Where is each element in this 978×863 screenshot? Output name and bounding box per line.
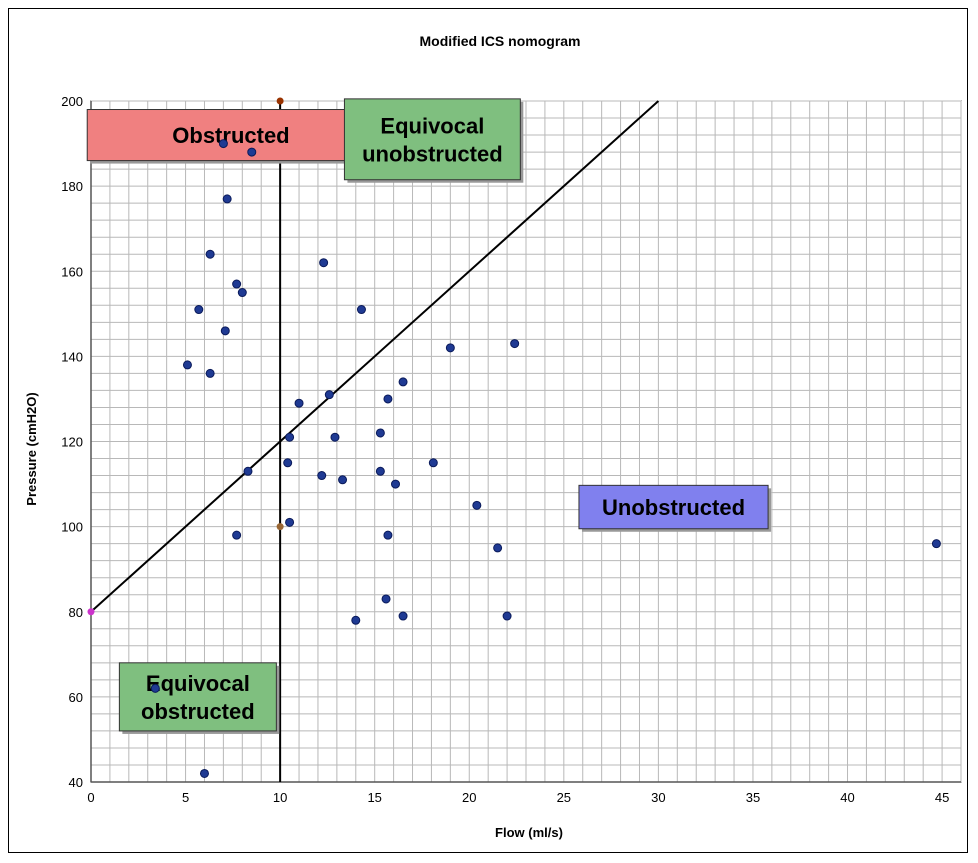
region-label-3: Unobstructed [578,484,772,532]
region-box [343,98,521,181]
region-box [118,662,277,732]
x-tick-label: 30 [651,790,665,805]
x-axis-ticks: 0 5 10 15 20 25 30 35 40 45 [87,790,949,805]
scatter-chart: Modified ICS nomogram Obstructed Equivoca… [24,33,962,840]
data-point [243,466,253,476]
data-point [383,530,393,540]
y-tick-label: 60 [69,690,83,705]
y-tick-label: 180 [61,179,83,194]
x-tick-label: 40 [840,790,854,805]
region-label-4: Equivocal obstructed [118,662,280,734]
data-point [381,594,391,604]
y-axis-ticks: 40 60 80 100 120 140 160 180 200 [61,94,83,790]
region-text: Equivocal [146,671,250,696]
data-points [87,97,941,778]
y-tick-label: 80 [69,605,83,620]
data-point [398,377,408,387]
x-tick-label: 35 [746,790,760,805]
reference-point [276,97,284,105]
data-point [247,147,257,157]
data-point [391,479,400,489]
data-point [445,343,455,353]
x-tick-label: 20 [462,790,476,805]
data-point [502,611,512,621]
x-tick-label: 10 [273,790,287,805]
y-tick-label: 200 [61,94,83,109]
x-tick-label: 5 [182,790,189,805]
data-point [205,249,215,259]
x-tick-label: 45 [935,790,949,805]
data-point [375,428,385,438]
data-point [472,500,482,510]
y-tick-label: 120 [61,435,83,450]
y-tick-label: 160 [61,264,83,279]
region-labels: Obstructed Equivocal unobstructed Unobstruc… [86,98,772,734]
data-point [150,683,160,693]
data-point [398,611,408,621]
data-point [283,458,293,468]
boundary-lines [90,100,660,782]
region-box [86,109,376,162]
data-point [285,432,295,442]
boundary-line-1 [90,100,660,613]
data-point [222,194,232,204]
region-text: obstructed [141,699,255,724]
region-text: Unobstructed [602,495,745,520]
data-point [931,539,941,549]
data-point [493,543,503,553]
data-point [510,339,520,349]
data-point [218,139,228,149]
reference-point [276,523,284,531]
data-point [232,530,242,540]
data-point [182,360,192,370]
chart-title: Modified ICS nomogram [420,33,581,49]
data-point [237,288,247,298]
y-axis-title: Pressure (cmH2O) [24,392,39,505]
region-label-2: Equivocal unobstructed [343,98,524,183]
y-tick-label: 140 [61,349,83,364]
x-tick-label: 25 [557,790,571,805]
data-point [199,768,209,778]
data-point [319,258,329,268]
data-point [220,326,230,336]
reference-point [87,608,95,616]
y-tick-label: 40 [69,775,83,790]
region-text: unobstructed [362,141,503,166]
x-tick-label: 15 [367,790,381,805]
x-axis-title: Flow (ml/s) [495,825,563,840]
region-text: Obstructed [172,123,289,148]
data-point [194,305,204,315]
data-point [285,517,295,527]
region-box [578,484,769,530]
data-point [205,368,215,378]
data-point [330,432,340,442]
data-point [294,398,304,408]
data-point [428,458,438,468]
x-tick-label: 0 [87,790,94,805]
data-point [338,475,348,485]
chart-frame: Modified ICS nomogram Obstructed Equivoca… [8,8,968,853]
data-point [317,471,327,481]
data-point [375,466,385,476]
region-label-1: Obstructed [86,109,378,164]
data-point [356,305,366,315]
region-text: Equivocal [380,113,484,138]
data-point [324,390,334,400]
y-tick-label: 100 [61,520,83,535]
data-point [232,279,242,289]
data-point [383,394,393,404]
data-point [351,615,361,625]
